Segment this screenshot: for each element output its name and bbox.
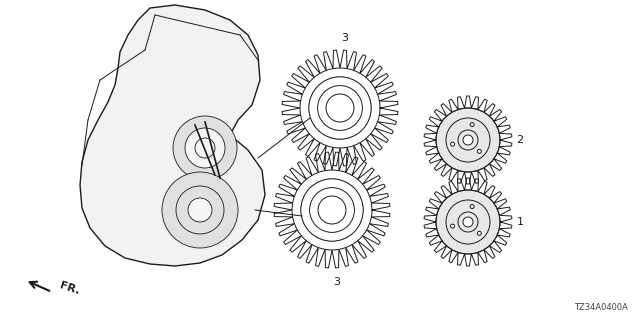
Text: 2: 2: [516, 135, 524, 145]
Circle shape: [195, 138, 215, 158]
Text: 3: 3: [333, 277, 340, 287]
Circle shape: [188, 198, 212, 222]
Text: TZ34A0400A: TZ34A0400A: [574, 303, 628, 312]
Circle shape: [436, 108, 500, 172]
Text: 3: 3: [342, 33, 349, 43]
Polygon shape: [80, 5, 265, 266]
Circle shape: [451, 224, 454, 228]
Circle shape: [470, 204, 474, 209]
Circle shape: [185, 128, 225, 168]
Circle shape: [463, 217, 473, 227]
Circle shape: [477, 231, 481, 235]
Circle shape: [470, 123, 474, 126]
Circle shape: [451, 142, 454, 146]
Text: FR.: FR.: [58, 280, 81, 296]
Circle shape: [436, 190, 500, 254]
Circle shape: [477, 149, 481, 153]
Circle shape: [173, 116, 237, 180]
Circle shape: [176, 186, 224, 234]
Text: 1: 1: [516, 217, 524, 227]
Circle shape: [162, 172, 238, 248]
Circle shape: [463, 135, 473, 145]
